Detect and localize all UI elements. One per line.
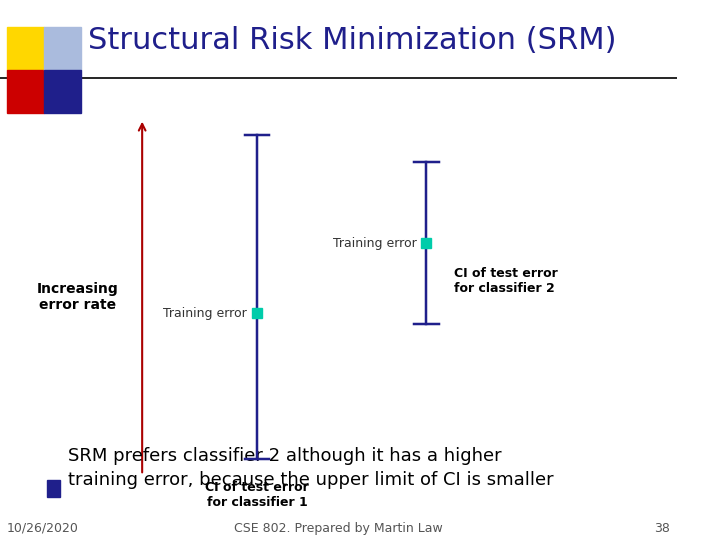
Text: CI of test error
for classifier 1: CI of test error for classifier 1 (205, 481, 309, 509)
Text: CI of test error
for classifier 2: CI of test error for classifier 2 (454, 267, 557, 295)
Bar (44, 70, 81, 113)
Bar (48, 480, 60, 497)
Bar (6, 27, 44, 70)
Text: Increasing
error rate: Increasing error rate (37, 282, 119, 312)
Text: Training error: Training error (333, 237, 416, 249)
Bar (6, 70, 44, 113)
Text: Training error: Training error (163, 307, 247, 320)
Bar (44, 27, 81, 70)
Text: 10/26/2020: 10/26/2020 (6, 522, 78, 535)
Text: Structural Risk Minimization (SRM): Structural Risk Minimization (SRM) (88, 26, 616, 55)
Text: CSE 802. Prepared by Martin Law: CSE 802. Prepared by Martin Law (234, 522, 443, 535)
Text: SRM prefers classifier 2 although it has a higher
training error, because the up: SRM prefers classifier 2 although it has… (68, 447, 554, 489)
Text: 38: 38 (654, 522, 670, 535)
